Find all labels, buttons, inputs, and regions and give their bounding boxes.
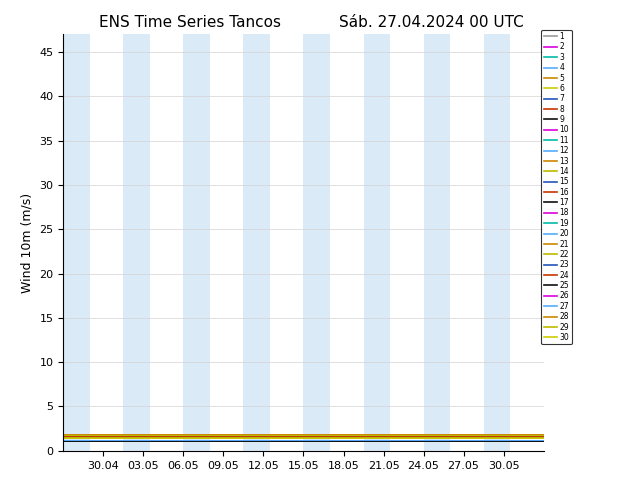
Bar [183, 34, 210, 451]
Bar [243, 34, 270, 451]
Text: Sáb. 27.04.2024 00 UTC: Sáb. 27.04.2024 00 UTC [339, 15, 524, 30]
Bar [63, 34, 90, 451]
Text: ENS Time Series Tancos: ENS Time Series Tancos [99, 15, 281, 30]
Bar [484, 34, 510, 451]
Bar [363, 34, 390, 451]
Legend: 1, 2, 3, 4, 5, 6, 7, 8, 9, 10, 11, 12, 13, 14, 15, 16, 17, 18, 19, 20, 21, 22, 2: 1, 2, 3, 4, 5, 6, 7, 8, 9, 10, 11, 12, 1… [541, 30, 572, 344]
Bar [124, 34, 150, 451]
Bar [304, 34, 330, 451]
Y-axis label: Wind 10m (m/s): Wind 10m (m/s) [21, 193, 34, 293]
Bar [424, 34, 450, 451]
